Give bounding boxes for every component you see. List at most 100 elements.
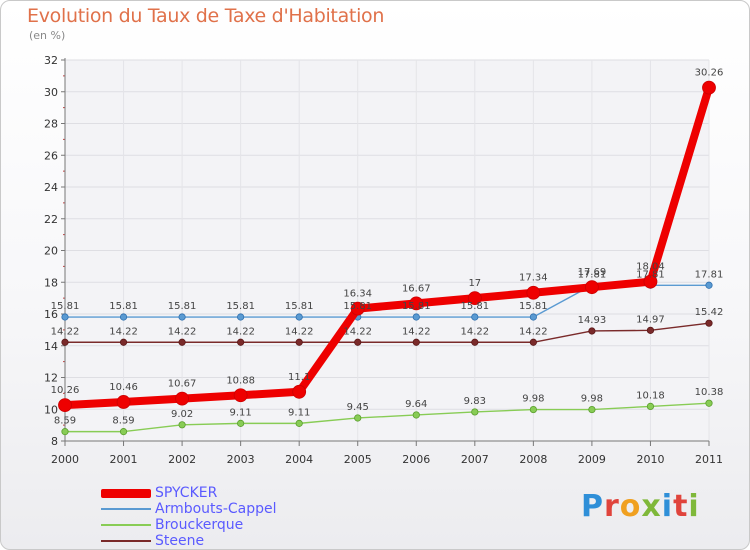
data-label: 15.81 <box>519 301 548 312</box>
data-label: 9.83 <box>464 396 486 407</box>
data-point <box>588 327 596 335</box>
legend-label: Steene <box>155 533 205 549</box>
legend-label: Armbouts-Cappel <box>155 501 277 517</box>
data-point <box>292 384 307 399</box>
legend: SPYCKER Armbouts-Cappel Brouckerque Steene <box>101 485 277 549</box>
y-tick-label: 18 <box>44 276 58 289</box>
data-label: 9.11 <box>288 407 310 418</box>
data-label: 8.59 <box>54 416 76 427</box>
data-label: 17.81 <box>578 269 607 280</box>
series-line-0 <box>61 83 713 410</box>
y-tick-label: 10 <box>44 403 58 416</box>
x-tick-label: 2001 <box>110 453 138 466</box>
data-label: 14.22 <box>51 326 80 337</box>
data-point <box>412 338 420 346</box>
y-tick-label: 8 <box>51 435 58 448</box>
data-label: 14.22 <box>226 326 255 337</box>
data-label: 15.81 <box>285 301 314 312</box>
data-label: 15.81 <box>402 301 431 312</box>
data-label: 14.22 <box>343 326 372 337</box>
data-point <box>116 395 131 409</box>
logo-letter: r <box>604 489 620 524</box>
proxiti-logo: Proxiti <box>581 489 700 524</box>
logo-letter: o <box>619 489 642 524</box>
y-tick-label: 20 <box>44 245 58 258</box>
data-label: 14.93 <box>578 315 607 326</box>
data-label: 17.81 <box>636 269 665 280</box>
data-point <box>237 338 245 346</box>
data-label: 17.81 <box>695 269 724 280</box>
logo-letter: i <box>661 489 674 524</box>
legend-item: Armbouts-Cappel <box>101 501 277 517</box>
data-point <box>588 405 596 414</box>
y-tick-label: 30 <box>44 86 58 99</box>
data-point <box>705 281 713 289</box>
data-label: 14.22 <box>168 326 197 337</box>
logo-letter: P <box>581 489 604 524</box>
data-point <box>295 338 303 346</box>
data-point <box>705 319 713 327</box>
data-label: 9.45 <box>347 402 369 413</box>
data-point <box>705 399 713 407</box>
legend-label: SPYCKER <box>155 485 218 501</box>
y-tick-label: 28 <box>44 118 58 131</box>
data-label: 14.97 <box>636 314 665 325</box>
data-label: 9.02 <box>171 409 193 420</box>
logo-letter: i <box>688 489 700 524</box>
y-tick-label: 22 <box>44 213 58 226</box>
data-label: 15.42 <box>695 307 724 318</box>
x-tick-label: 2000 <box>51 453 79 466</box>
data-point <box>526 285 541 300</box>
legend-swatch <box>101 488 151 498</box>
x-tick-label: 2002 <box>168 453 196 466</box>
data-label: 14.22 <box>402 326 431 337</box>
x-tick-label: 2011 <box>695 453 723 466</box>
data-point <box>412 313 420 321</box>
data-point <box>61 428 69 436</box>
data-label: 14.22 <box>460 326 489 337</box>
data-point <box>529 405 537 414</box>
data-label: 9.98 <box>581 394 603 405</box>
data-point <box>350 301 365 316</box>
data-point <box>295 419 303 427</box>
x-tick-label: 2007 <box>461 453 489 466</box>
data-label: 17.34 <box>519 273 548 284</box>
legend-swatch <box>101 524 151 526</box>
data-point <box>178 421 186 429</box>
data-point <box>409 296 424 311</box>
data-label: 15.81 <box>226 301 255 312</box>
data-point <box>646 326 655 334</box>
data-point <box>237 313 245 321</box>
data-point <box>471 338 479 346</box>
data-point <box>178 313 186 321</box>
data-label: 11.1 <box>288 372 310 383</box>
data-label: 10.18 <box>636 390 665 401</box>
data-label: 15.81 <box>109 301 138 312</box>
data-label: 9.98 <box>522 394 544 405</box>
data-label: 14.22 <box>285 326 314 337</box>
y-tick-label: 24 <box>44 181 58 194</box>
data-label: 8.59 <box>112 416 134 427</box>
data-label: 15.81 <box>343 301 372 312</box>
data-point <box>471 408 479 416</box>
data-point <box>646 402 655 410</box>
data-label: 9.64 <box>405 399 427 410</box>
series-line-3 <box>64 322 710 343</box>
data-label: 15.81 <box>168 301 197 312</box>
x-tick-label: 2003 <box>227 453 255 466</box>
logo-letter: t <box>673 489 689 524</box>
y-tick-label: 32 <box>44 54 58 67</box>
data-point <box>178 338 186 346</box>
data-point <box>61 338 69 346</box>
series-line-2 <box>64 402 710 433</box>
data-label: 17 <box>468 278 481 289</box>
data-point <box>467 291 482 306</box>
data-point <box>354 338 362 346</box>
data-label: 16.34 <box>343 289 372 300</box>
data-point <box>61 313 69 321</box>
data-point <box>295 313 303 321</box>
data-point <box>529 338 537 346</box>
data-label: 14.22 <box>519 326 548 337</box>
chart-unit: (en %) <box>29 29 66 42</box>
